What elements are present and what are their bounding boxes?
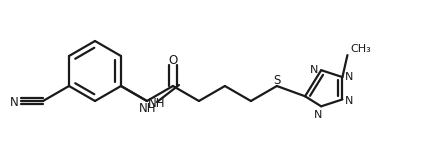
Text: N: N [10,96,18,109]
Text: NH: NH [148,97,166,110]
Text: N: N [345,96,354,106]
Text: O: O [168,54,178,67]
Text: N: N [314,110,322,120]
Text: S: S [273,74,281,87]
Text: CH₃: CH₃ [350,44,371,54]
Text: NH: NH [139,102,156,115]
Text: N: N [345,72,354,82]
Text: N: N [310,65,318,75]
